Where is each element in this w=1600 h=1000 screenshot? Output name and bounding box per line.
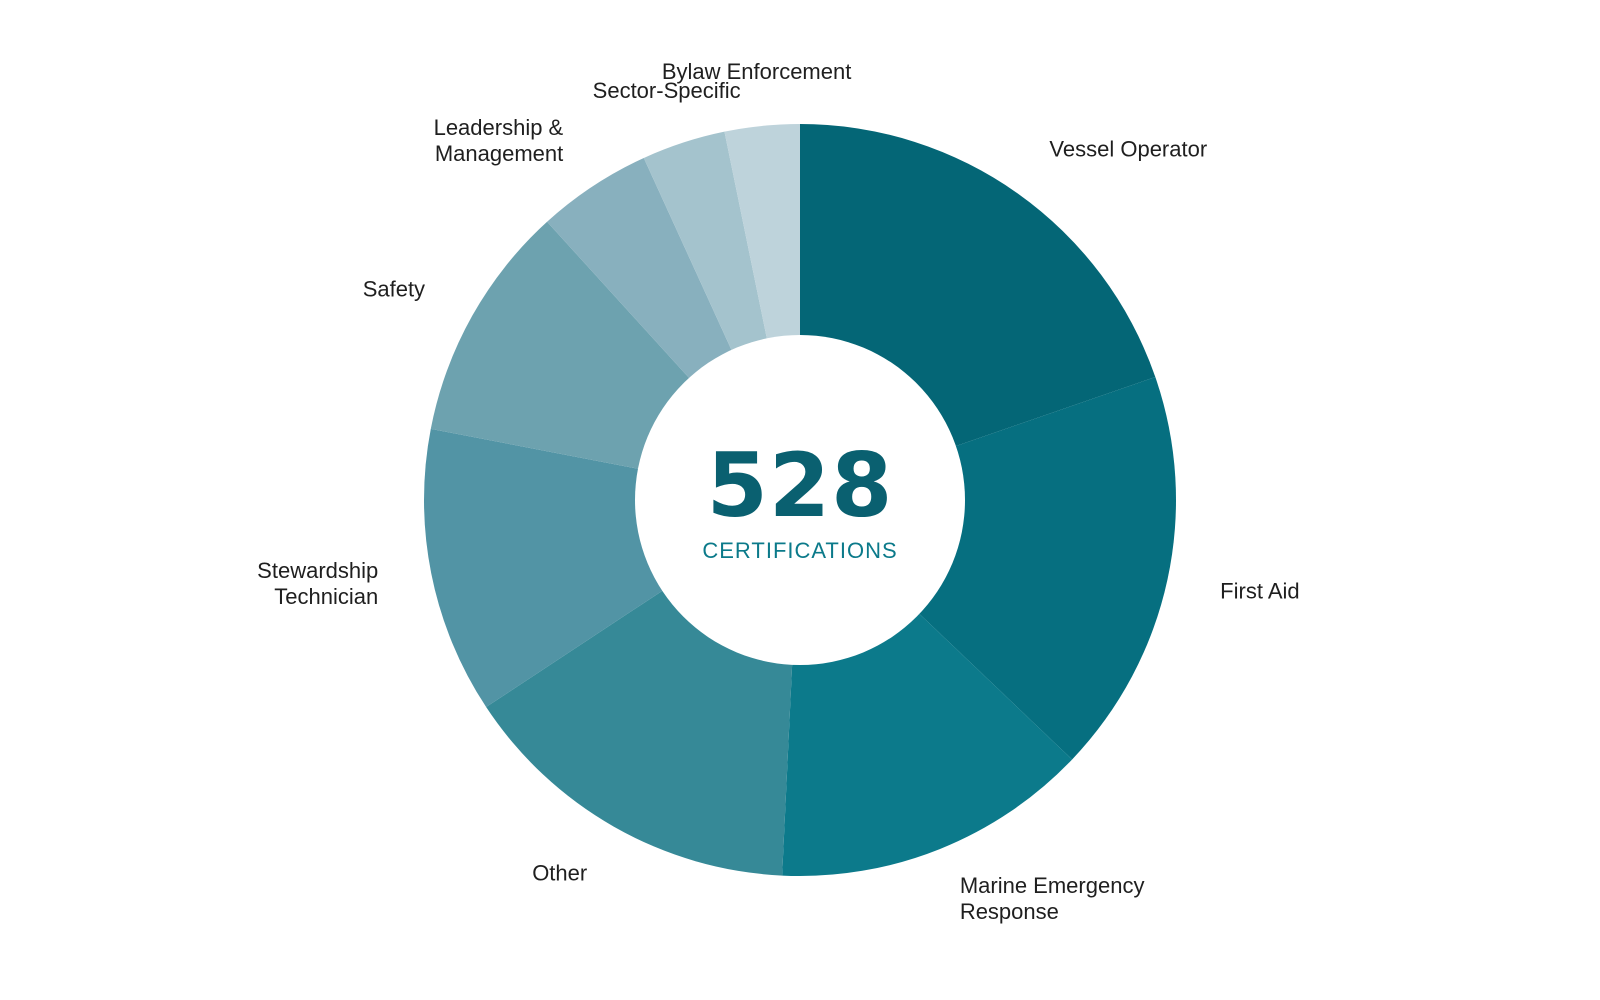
labels-group: Vessel Operator First Aid Marine Emergency…: [257, 59, 1299, 924]
label-line: First Aid: [1220, 578, 1299, 603]
label-bylaw-enforcement: Bylaw Enforcement: [662, 59, 852, 84]
label-line: Leadership &: [434, 115, 564, 140]
center-total-value: 528: [707, 434, 894, 537]
label-marine-emergency-response: Marine Emergency Response: [960, 873, 1145, 924]
label-line: Bylaw Enforcement: [662, 59, 852, 84]
label-line: Marine Emergency: [960, 873, 1145, 898]
label-line: Vessel Operator: [1049, 137, 1207, 162]
label-line: Safety: [363, 276, 425, 301]
label-vessel-operator: Vessel Operator: [1049, 137, 1207, 162]
center-total-caption: CERTIFICATIONS: [702, 538, 897, 563]
label-line: Management: [435, 141, 563, 166]
donut-hole: [635, 335, 965, 665]
label-safety: Safety: [363, 276, 425, 301]
label-other: Other: [532, 861, 587, 886]
label-line: Response: [960, 899, 1059, 924]
label-line: Technician: [274, 584, 378, 609]
label-line: Sector-Specific: [593, 78, 741, 103]
label-line: Other: [532, 861, 587, 886]
label-line: Stewardship: [257, 558, 378, 583]
label-sector-specific: Sector-Specific: [593, 78, 741, 103]
label-stewardship-technician: Stewardship Technician: [257, 558, 378, 609]
label-first-aid: First Aid: [1220, 578, 1299, 603]
label-leadership-and-management: Leadership & Management: [434, 115, 564, 166]
